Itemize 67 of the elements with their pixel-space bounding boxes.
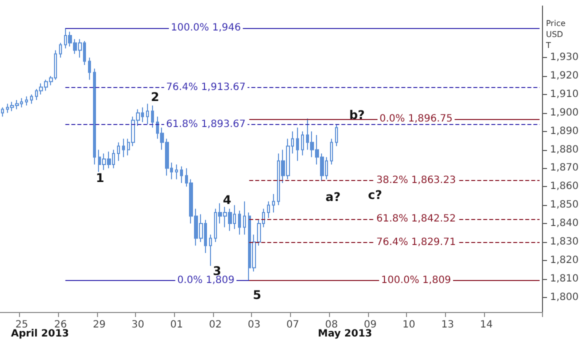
annotation: 2 [150, 90, 160, 104]
x-tick-label: 25 [15, 320, 28, 330]
y-tick-label: 1,820 [550, 254, 579, 266]
y-tick-label: 1,900 [550, 107, 579, 118]
ref-line-label: 61.8% 1,842.52 [376, 213, 456, 224]
y-tick-label: 1,930 [550, 52, 579, 64]
candlestick [330, 138, 333, 166]
x-tick-label: 30 [132, 320, 144, 330]
annotation: 1 [96, 171, 104, 185]
x-tick-label: 08 [325, 320, 338, 330]
candlestick [59, 42, 62, 58]
y-tick-label: 1,860 [550, 181, 579, 192]
candlestick [146, 103, 149, 124]
candlestick [209, 234, 212, 266]
candlestick [272, 194, 275, 213]
y-tick-label: 1,800 [550, 292, 579, 303]
candlestick [175, 164, 178, 180]
candlestick [122, 138, 125, 158]
y-tick-label: 1,870 [550, 162, 579, 174]
candlestick [88, 57, 91, 80]
x-tick-label: 13 [441, 320, 454, 330]
candlestick [301, 130, 304, 156]
candlestick [180, 166, 183, 184]
x-tick-label: 10 [402, 320, 416, 330]
candlestick [117, 142, 120, 162]
ref-line-label: 38.2% 1,863.23 [376, 175, 456, 186]
ref-line-label: 0.0% 1,896.75 [380, 113, 453, 124]
y-axis-title: Price USD T [545, 19, 566, 50]
annotation: 4 [222, 193, 232, 207]
x-tick-label: 07 [286, 320, 300, 330]
x-tick-label: 26 [54, 320, 67, 330]
x-tick-label: 01 [170, 320, 183, 330]
y-tick-label: 1,850 [550, 200, 579, 211]
candlestick [93, 68, 96, 166]
candlestick [243, 200, 246, 236]
x-tick-label: 09 [364, 320, 377, 330]
y-tick-label: 1,830 [550, 236, 579, 248]
ref-line-label: 100.0% 1,946 [170, 22, 241, 34]
annotation: c? [368, 188, 382, 202]
y-tick-label: 1,890 [550, 126, 579, 137]
annotation: b? [349, 108, 365, 122]
candlestick [238, 210, 241, 236]
candlestick [296, 127, 299, 162]
y-tick-label: 1,910 [550, 88, 579, 100]
ref-line-label: 76.4% 1,829.71 [376, 236, 456, 248]
annotation: a? [325, 190, 341, 204]
y-tick-label: 1,920 [550, 70, 579, 82]
x-tick-label: 14 [480, 320, 493, 330]
y-tick-label: 1,810 [550, 273, 579, 284]
x-tick-label: 03 [248, 320, 260, 330]
ref-line-label: 100.0% 1,809 [381, 275, 452, 286]
text: April 2013 [11, 328, 70, 340]
y-tick-label: 1,840 [550, 218, 579, 230]
x-tick-label: 02 [208, 320, 222, 330]
annotation: 5 [252, 288, 262, 302]
x-tick-label: 29 [92, 320, 106, 330]
ref-line-label: 0.0% 1,809 [177, 275, 234, 286]
candlestick [25, 96, 28, 106]
ref-line-label: 76.4% 1,913.67 [166, 82, 246, 94]
candlestick [335, 123, 338, 147]
candlestick [267, 200, 270, 218]
candlestick [30, 94, 33, 104]
ref-line-label: 61.8% 1,893.67 [166, 119, 246, 130]
candlestick [1, 106, 4, 118]
y-tick-label: 1,880 [550, 144, 579, 156]
candlestick [151, 105, 154, 128]
text: May 2013 [318, 328, 372, 340]
